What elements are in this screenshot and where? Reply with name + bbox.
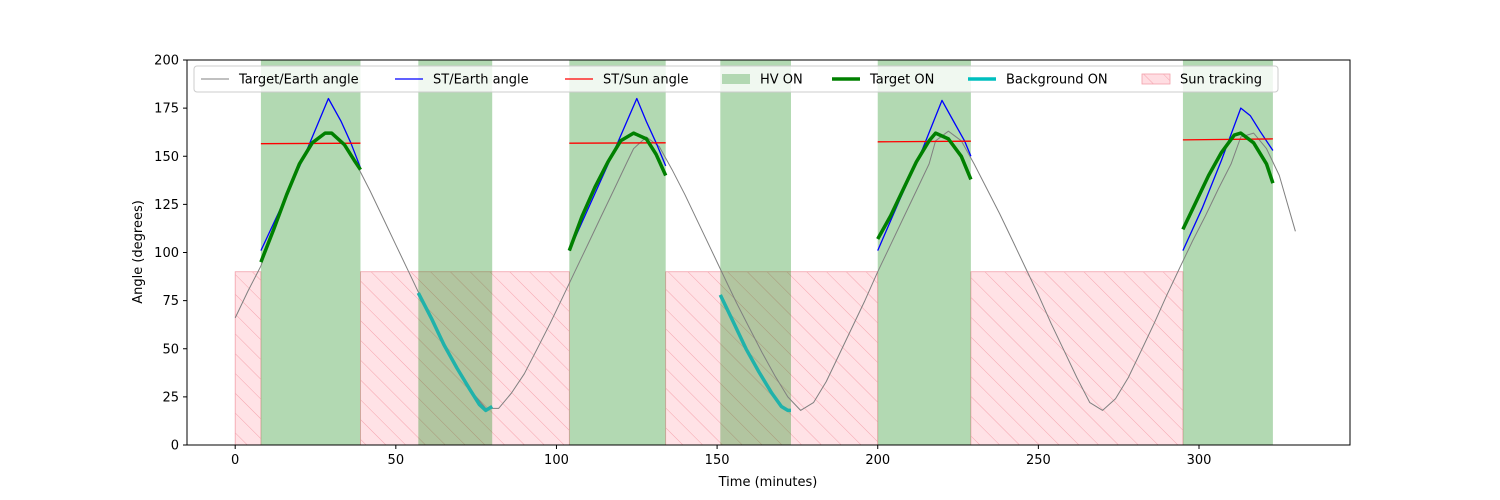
y-tick-label: 75: [162, 294, 179, 309]
y-axis-ticks: 0 25 50 75 100 125 150 175 200: [154, 54, 187, 454]
hv-on-span: [720, 60, 791, 445]
x-tick-label: 300: [1187, 453, 1212, 468]
background-on-line: [718, 294, 791, 413]
legend-label: Target ON: [869, 73, 934, 88]
y-tick-label: 200: [154, 54, 179, 69]
x-tick-label: 50: [388, 453, 405, 468]
target-on-line: [876, 131, 973, 240]
x-axis-ticks: 0 50 100 150 200 250 300: [231, 445, 1211, 468]
hv-on-span: [418, 60, 493, 445]
target-on-line: [567, 131, 668, 252]
st-sun-angle-line: [877, 140, 971, 143]
series-lines: [234, 97, 1296, 413]
legend-label: HV ON: [760, 73, 803, 88]
sun-tracking-hatch: [235, 271, 261, 445]
legend-label: Target/Earth angle: [238, 73, 359, 88]
hv-on-span: [569, 60, 666, 445]
sun-tracking-hatch: [360, 271, 570, 445]
hv-on-span: [877, 60, 971, 445]
y-tick-label: 25: [162, 390, 179, 405]
sun-tracking-hatch: [665, 271, 878, 445]
hv-on-span: [260, 60, 361, 445]
legend-swatch: [722, 74, 750, 84]
y-tick-label: 50: [162, 342, 179, 357]
st-earth-angle-line: [1182, 107, 1274, 251]
target-on-line: [1181, 131, 1275, 231]
target-on-line: [259, 131, 362, 263]
x-tick-label: 250: [1026, 453, 1051, 468]
legend-swatch-hatch: [1142, 74, 1170, 84]
y-tick-label: 100: [154, 246, 179, 261]
x-axis-label: Time (minutes): [718, 475, 818, 490]
sun-tracking-hatch: [970, 271, 1183, 445]
st-sun-angle-line: [1182, 138, 1273, 141]
x-tick-label: 200: [865, 453, 890, 468]
x-tick-label: 100: [544, 453, 569, 468]
legend-label: ST/Sun angle: [603, 73, 689, 88]
hv-on-span: [1182, 60, 1273, 445]
y-axis-label: Angle (degrees): [131, 200, 146, 304]
background-on-line: [416, 292, 494, 413]
y-tick-label: 125: [154, 198, 179, 213]
legend: Target/Earth angle ST/Earth angle ST/Sun a…: [193, 65, 1279, 93]
y-tick-label: 0: [171, 439, 179, 454]
sun-tracking-spans: [234, 271, 1184, 445]
hv-on-spans: [260, 60, 1273, 445]
y-tick-label: 150: [154, 150, 179, 165]
x-tick-label: 0: [231, 453, 239, 468]
legend-label: Background ON: [1006, 73, 1108, 88]
legend-label: Sun tracking: [1180, 73, 1262, 88]
y-tick-label: 175: [154, 102, 179, 117]
legend-label: ST/Earth angle: [433, 73, 529, 88]
target-earth-angle-line: [234, 130, 1296, 411]
x-tick-label: 150: [705, 453, 730, 468]
